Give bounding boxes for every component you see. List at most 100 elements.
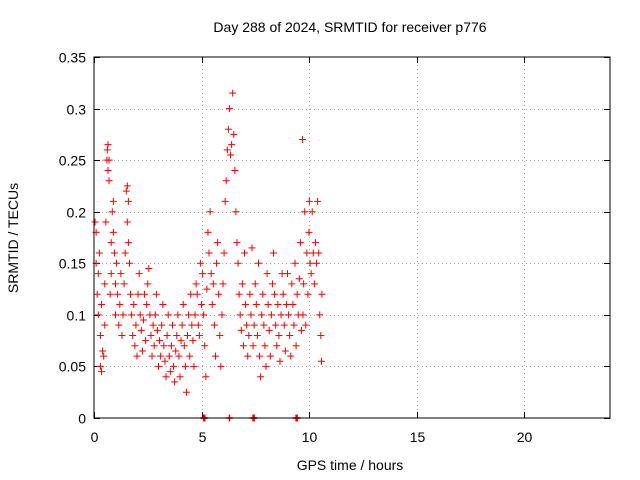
data-point	[96, 362, 104, 370]
data-point	[248, 244, 256, 252]
data-point	[198, 301, 205, 309]
data-point	[189, 337, 197, 345]
data-point	[135, 270, 143, 278]
data-point	[268, 280, 276, 288]
data-point	[134, 290, 142, 298]
data-point	[124, 239, 132, 247]
data-points	[91, 89, 326, 396]
x-tick-label: 15	[410, 429, 426, 445]
data-point	[109, 228, 117, 236]
data-point	[227, 151, 235, 159]
data-point	[307, 270, 315, 278]
data-point	[316, 311, 324, 319]
data-point	[272, 321, 280, 329]
data-point	[113, 259, 121, 267]
data-point	[218, 311, 226, 319]
data-point	[156, 337, 164, 345]
data-point	[108, 208, 116, 216]
data-point	[261, 342, 269, 350]
data-point	[205, 249, 213, 257]
data-point	[279, 290, 287, 298]
data-point	[313, 259, 321, 267]
data-point	[305, 228, 313, 236]
data-point	[147, 331, 155, 339]
data-point	[107, 239, 115, 247]
data-point	[182, 388, 190, 396]
data-point	[242, 301, 250, 309]
data-point	[224, 125, 232, 133]
data-point	[105, 177, 113, 185]
data-point	[100, 352, 108, 360]
data-point	[160, 342, 168, 350]
data-point	[314, 197, 322, 205]
data-point	[163, 331, 171, 339]
y-tick-label: 0.1	[67, 308, 87, 324]
data-point	[306, 259, 314, 267]
data-point	[120, 280, 128, 288]
data-point	[220, 249, 228, 257]
data-point	[277, 311, 285, 319]
data-point	[193, 290, 201, 298]
data-point	[273, 342, 281, 350]
y-axis-label: SRMTID / TECUs	[5, 183, 21, 293]
data-point	[109, 197, 117, 205]
data-point	[125, 259, 133, 267]
plot-frame	[93, 56, 611, 419]
data-point	[101, 321, 109, 329]
data-point	[223, 146, 231, 154]
data-point	[106, 290, 114, 298]
data-point	[102, 218, 110, 226]
data-point	[133, 352, 141, 360]
data-point	[162, 373, 170, 381]
data-point	[262, 362, 270, 370]
data-point	[252, 301, 260, 309]
data-point	[280, 321, 288, 329]
data-point	[196, 259, 204, 267]
data-point	[311, 239, 319, 247]
data-point	[157, 352, 165, 360]
data-point	[142, 337, 150, 345]
data-point	[243, 321, 251, 329]
data-point	[249, 342, 257, 350]
data-point	[216, 331, 224, 339]
data-point	[145, 264, 153, 272]
data-point	[204, 228, 212, 236]
data-point	[214, 239, 222, 247]
data-point	[130, 301, 138, 309]
data-point	[232, 208, 240, 216]
data-point	[260, 321, 268, 329]
y-tick-label: 0.35	[59, 50, 86, 66]
data-point	[305, 197, 313, 205]
data-point	[281, 347, 289, 355]
data-point	[250, 321, 258, 329]
x-axis-label: GPS time / hours	[297, 457, 404, 473]
data-point	[168, 321, 176, 329]
data-point	[233, 239, 241, 247]
data-point	[267, 311, 275, 319]
data-point	[176, 373, 184, 381]
data-point	[99, 347, 107, 355]
axis-ticks	[94, 57, 610, 419]
data-point	[124, 197, 132, 205]
data-point	[310, 280, 318, 288]
data-point	[175, 352, 183, 360]
data-point	[317, 331, 325, 339]
y-tick-label: 0	[78, 411, 86, 427]
data-point	[253, 331, 261, 339]
data-point	[308, 208, 316, 216]
data-point	[215, 290, 223, 298]
data-point	[174, 311, 182, 319]
data-point	[122, 187, 130, 195]
data-point	[318, 290, 326, 298]
data-point	[238, 280, 246, 288]
data-point	[201, 342, 209, 350]
data-point	[127, 290, 135, 298]
data-point	[231, 166, 239, 174]
data-point	[155, 362, 162, 370]
data-point	[119, 311, 127, 319]
data-point	[241, 249, 248, 257]
data-point	[186, 352, 194, 360]
data-point	[219, 280, 227, 288]
data-point	[256, 352, 264, 360]
x-tick-label: 20	[517, 429, 533, 445]
